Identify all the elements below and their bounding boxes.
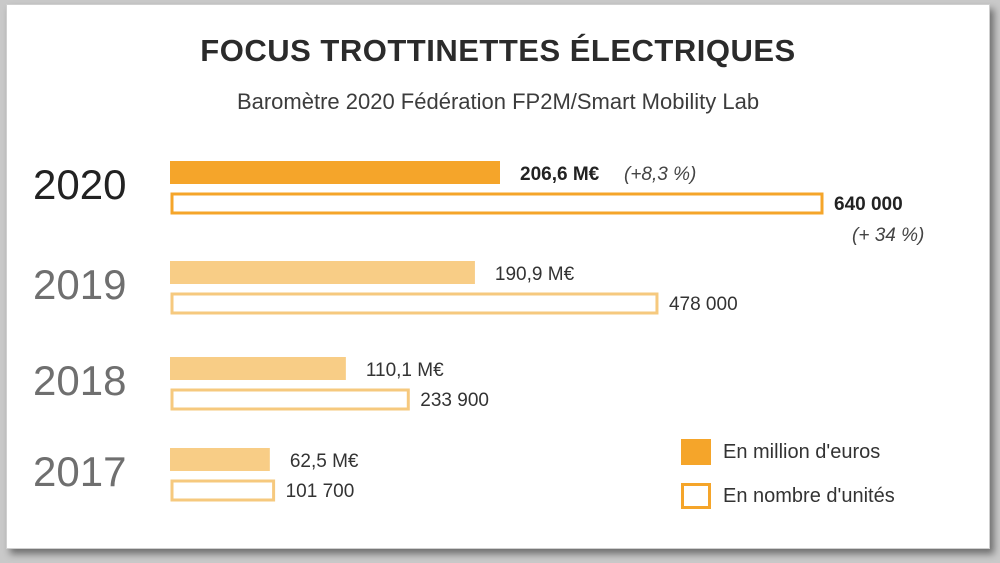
legend-label-million: En million d'euros	[723, 440, 881, 463]
year-label-2019: 2019	[33, 261, 126, 308]
chart-plot-area: 2020 206,6 M€ (+8,3 %) 640 000 (+ 34 %) 2019 1…	[33, 161, 924, 502]
label-million-2017: 62,5 M€	[290, 451, 359, 472]
year-label-2020: 2020	[33, 161, 126, 208]
legend-swatch-million	[681, 439, 711, 465]
bar-units-2020	[170, 192, 824, 215]
annotation-units-2020: (+ 34 %)	[852, 225, 924, 246]
year-label-2018: 2018	[33, 357, 126, 404]
year-label-2017: 2017	[33, 448, 126, 495]
bar-units-2017	[170, 479, 276, 502]
label-units-2017: 101 700	[286, 481, 355, 502]
label-units-2020: 640 000	[834, 194, 903, 215]
label-million-2019: 190,9 M€	[495, 264, 575, 285]
bar-million-2020	[170, 161, 500, 184]
legend-item-units: En nombre d'unités	[681, 483, 895, 509]
chart-title: FOCUS TROTTINETTES ÉLECTRIQUES	[200, 33, 796, 68]
label-million-2018: 110,1 M€	[366, 360, 444, 381]
label-units-2019: 478 000	[669, 294, 738, 315]
bar-million-2019	[170, 261, 475, 284]
bar-million-2018	[170, 357, 346, 380]
bar-units-2018	[170, 388, 410, 411]
label-units-2018: 233 900	[420, 390, 489, 411]
legend-item-million: En million d'euros	[681, 439, 880, 465]
annotation-million-2020: (+8,3 %)	[624, 164, 696, 185]
legend-swatch-units	[681, 483, 711, 509]
bar-units-2019	[170, 292, 659, 315]
chart-subtitle: Baromètre 2020 Fédération FP2M/Smart Mob…	[236, 89, 760, 114]
bar-million-2017	[170, 448, 270, 471]
chart-card: FOCUS TROTTINETTES ÉLECTRIQUES Baromètre…	[6, 4, 990, 549]
legend-label-units: En nombre d'unités	[723, 484, 895, 507]
label-million-2020: 206,6 M€	[520, 164, 600, 185]
